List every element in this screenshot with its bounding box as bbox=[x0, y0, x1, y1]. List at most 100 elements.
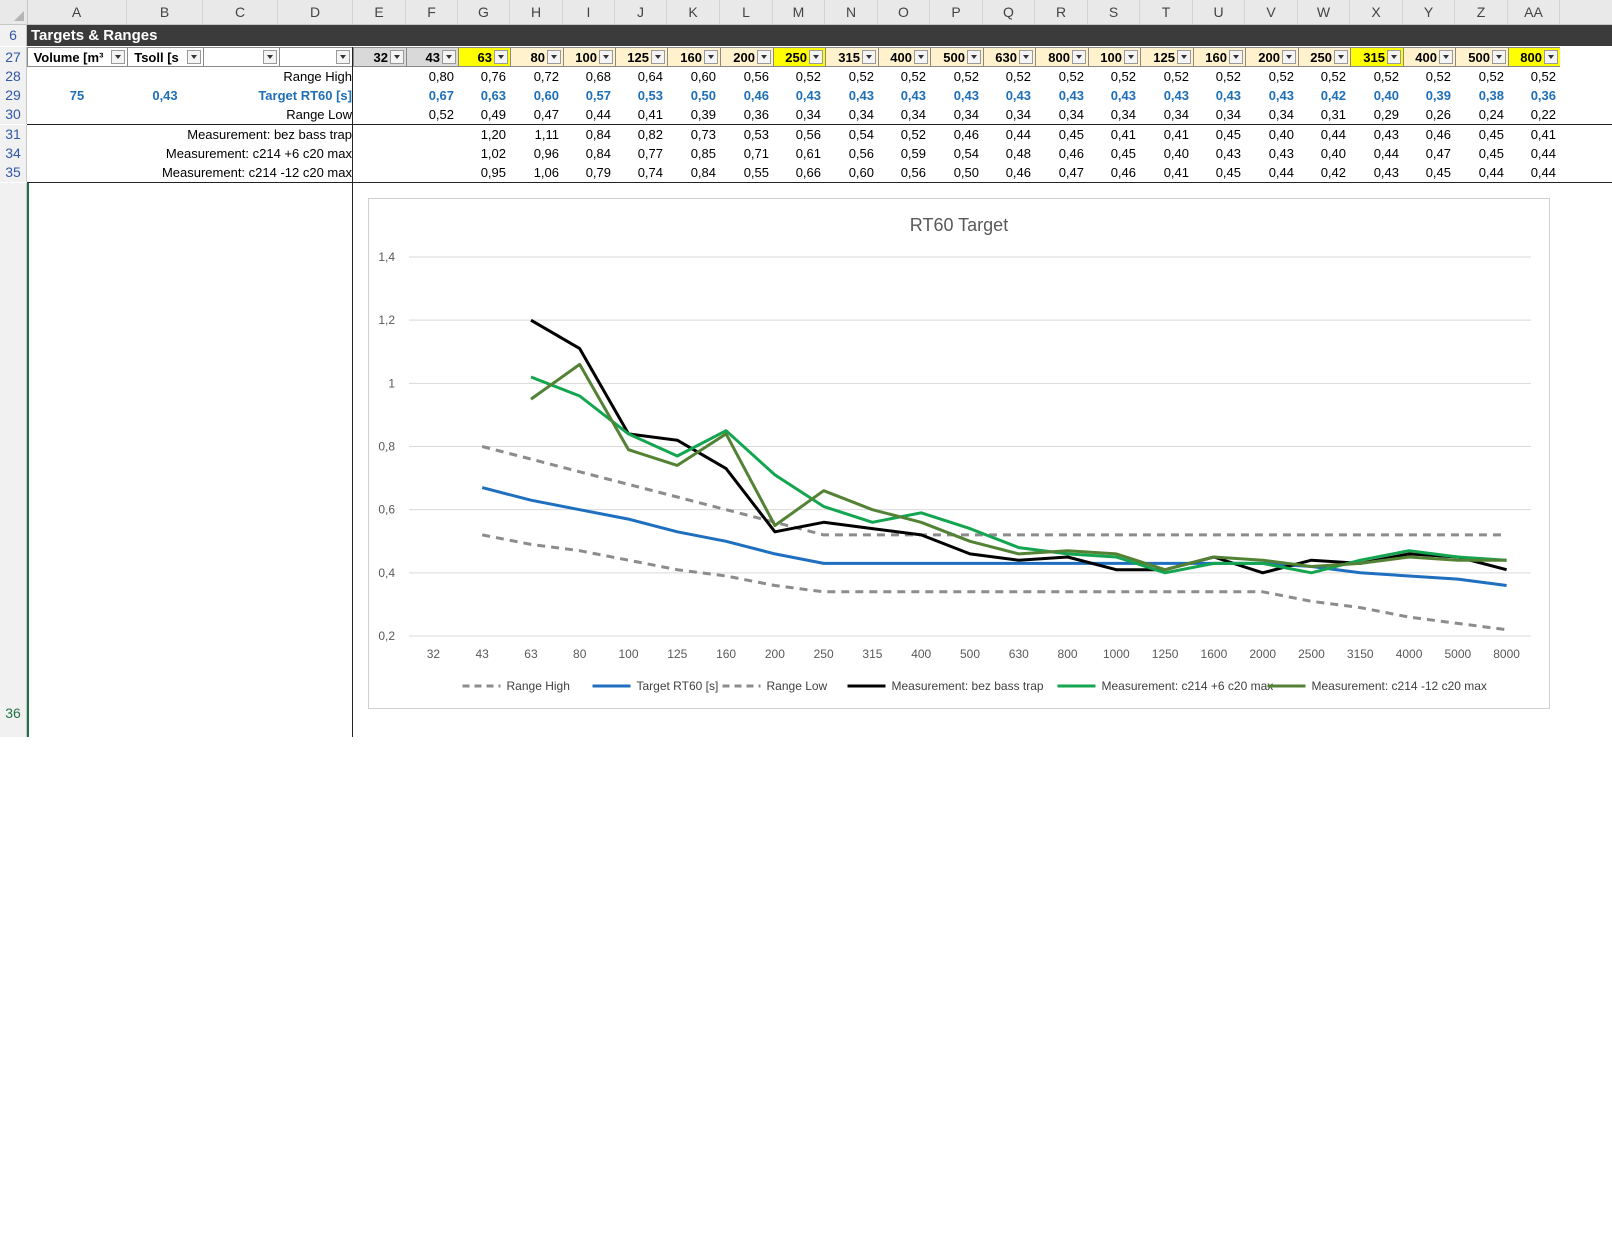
column-header-aa[interactable]: AA bbox=[1508, 0, 1560, 24]
header-freq-20[interactable]: 400 bbox=[1403, 47, 1455, 67]
column-header-o[interactable]: O bbox=[878, 0, 930, 24]
cell-range_low-11[interactable]: 0,34 bbox=[930, 105, 979, 124]
cell-range_high-7[interactable]: 0,56 bbox=[720, 67, 769, 86]
filter-dropdown-icon[interactable] bbox=[1387, 50, 1401, 64]
column-header-q[interactable]: Q bbox=[983, 0, 1035, 24]
column-header-v[interactable]: V bbox=[1245, 0, 1298, 24]
header-freq-5[interactable]: 125 bbox=[615, 47, 667, 67]
cell-m1-14[interactable]: 0,41 bbox=[1088, 125, 1136, 144]
cell-target-4[interactable]: 0,57 bbox=[563, 86, 611, 105]
cell-range_high-12[interactable]: 0,52 bbox=[983, 67, 1031, 86]
cell-m3-2[interactable]: 0,95 bbox=[458, 163, 506, 182]
cell-m3-19[interactable]: 0,43 bbox=[1350, 163, 1399, 182]
header-freq-0[interactable]: 32 bbox=[353, 47, 406, 67]
cell-target-18[interactable]: 0,42 bbox=[1298, 86, 1346, 105]
cell-range_high-5[interactable]: 0,64 bbox=[615, 67, 663, 86]
cell-m2-15[interactable]: 0,40 bbox=[1140, 144, 1189, 163]
cell-range_low-8[interactable]: 0,34 bbox=[773, 105, 821, 124]
filter-dropdown-icon[interactable] bbox=[809, 50, 823, 64]
column-header-x[interactable]: X bbox=[1350, 0, 1403, 24]
cell-m2-0[interactable] bbox=[353, 144, 402, 163]
filter-dropdown-icon[interactable] bbox=[757, 50, 771, 64]
cell-range_high-0[interactable] bbox=[353, 67, 402, 86]
cell-range_low-6[interactable]: 0,39 bbox=[667, 105, 716, 124]
cell-m2-13[interactable]: 0,46 bbox=[1035, 144, 1084, 163]
cell-target-6[interactable]: 0,50 bbox=[667, 86, 716, 105]
cell-target-20[interactable]: 0,39 bbox=[1403, 86, 1451, 105]
header-freq-21[interactable]: 500 bbox=[1455, 47, 1508, 67]
cell-m1-8[interactable]: 0,56 bbox=[773, 125, 821, 144]
header-freq-14[interactable]: 100 bbox=[1088, 47, 1140, 67]
filter-dropdown-icon[interactable] bbox=[651, 50, 665, 64]
cell-m2-4[interactable]: 0,84 bbox=[563, 144, 611, 163]
cell-m3-22[interactable]: 0,44 bbox=[1508, 163, 1556, 182]
cell-m1-3[interactable]: 1,11 bbox=[510, 125, 559, 144]
cell-m3-0[interactable] bbox=[353, 163, 402, 182]
column-header-w[interactable]: W bbox=[1298, 0, 1350, 24]
filter-dropdown-icon[interactable] bbox=[862, 50, 876, 64]
filter-dropdown-icon[interactable] bbox=[263, 50, 277, 64]
filter-dropdown-icon[interactable] bbox=[704, 50, 718, 64]
cell-range_low-2[interactable]: 0,49 bbox=[458, 105, 506, 124]
cell-range_high-2[interactable]: 0,76 bbox=[458, 67, 506, 86]
header-tsoll[interactable]: Tsoll [s bbox=[127, 47, 203, 67]
cell-m1-9[interactable]: 0,54 bbox=[825, 125, 874, 144]
cell-m1-22[interactable]: 0,41 bbox=[1508, 125, 1556, 144]
cell-range_high-16[interactable]: 0,52 bbox=[1193, 67, 1241, 86]
header-freq-6[interactable]: 160 bbox=[667, 47, 720, 67]
cell-range_high-19[interactable]: 0,52 bbox=[1350, 67, 1399, 86]
cell-m3-1[interactable] bbox=[406, 163, 454, 182]
column-header-b[interactable]: B bbox=[127, 0, 203, 24]
cell-m1-10[interactable]: 0,52 bbox=[878, 125, 926, 144]
row-header-36[interactable]: 36 bbox=[0, 183, 27, 737]
cell-m3-17[interactable]: 0,44 bbox=[1245, 163, 1294, 182]
filter-dropdown-icon[interactable] bbox=[111, 50, 125, 64]
cell-m1-6[interactable]: 0,73 bbox=[667, 125, 716, 144]
cell-m3-15[interactable]: 0,41 bbox=[1140, 163, 1189, 182]
cell-m1-17[interactable]: 0,40 bbox=[1245, 125, 1294, 144]
header-freq-1[interactable]: 43 bbox=[406, 47, 458, 67]
filter-dropdown-icon[interactable] bbox=[1019, 50, 1033, 64]
cell-m1-21[interactable]: 0,45 bbox=[1455, 125, 1504, 144]
cell-m2-1[interactable] bbox=[406, 144, 454, 163]
cell-m1-2[interactable]: 1,20 bbox=[458, 125, 506, 144]
cell-m2-11[interactable]: 0,54 bbox=[930, 144, 979, 163]
header-freq-7[interactable]: 200 bbox=[720, 47, 773, 67]
cell-target-7[interactable]: 0,46 bbox=[720, 86, 769, 105]
row-header-29[interactable]: 29 bbox=[0, 86, 27, 105]
header-freq-13[interactable]: 800 bbox=[1035, 47, 1088, 67]
column-header-r[interactable]: R bbox=[1035, 0, 1088, 24]
filter-dropdown-icon[interactable] bbox=[1334, 50, 1348, 64]
filter-dropdown-icon[interactable] bbox=[1124, 50, 1138, 64]
cell-m2-9[interactable]: 0,56 bbox=[825, 144, 874, 163]
cell-range_high-6[interactable]: 0,60 bbox=[667, 67, 716, 86]
header-freq-4[interactable]: 100 bbox=[563, 47, 615, 67]
cell-range_high-14[interactable]: 0,52 bbox=[1088, 67, 1136, 86]
row-header-34[interactable]: 34 bbox=[0, 144, 27, 163]
cell-target-9[interactable]: 0,43 bbox=[825, 86, 874, 105]
cell-range_low-10[interactable]: 0,34 bbox=[878, 105, 926, 124]
cell-range_low-1[interactable]: 0,52 bbox=[406, 105, 454, 124]
column-header-y[interactable]: Y bbox=[1403, 0, 1455, 24]
column-header-z[interactable]: Z bbox=[1455, 0, 1508, 24]
cell-m2-8[interactable]: 0,61 bbox=[773, 144, 821, 163]
cell-target-13[interactable]: 0,43 bbox=[1035, 86, 1084, 105]
cell-m3-8[interactable]: 0,66 bbox=[773, 163, 821, 182]
cell-range_low-3[interactable]: 0,47 bbox=[510, 105, 559, 124]
filter-dropdown-icon[interactable] bbox=[1544, 50, 1558, 64]
cell-m1-20[interactable]: 0,46 bbox=[1403, 125, 1451, 144]
cell-m2-19[interactable]: 0,44 bbox=[1350, 144, 1399, 163]
cell-m1-16[interactable]: 0,45 bbox=[1193, 125, 1241, 144]
filter-dropdown-icon[interactable] bbox=[967, 50, 981, 64]
cell-m2-12[interactable]: 0,48 bbox=[983, 144, 1031, 163]
cell-range_high-10[interactable]: 0,52 bbox=[878, 67, 926, 86]
cell-m2-22[interactable]: 0,44 bbox=[1508, 144, 1556, 163]
cell-m3-20[interactable]: 0,45 bbox=[1403, 163, 1451, 182]
cell-target-1[interactable]: 0,67 bbox=[406, 86, 454, 105]
column-header-h[interactable]: H bbox=[510, 0, 563, 24]
cell-m2-5[interactable]: 0,77 bbox=[615, 144, 663, 163]
cell-m2-14[interactable]: 0,45 bbox=[1088, 144, 1136, 163]
cell-range_high-8[interactable]: 0,52 bbox=[773, 67, 821, 86]
cell-m3-14[interactable]: 0,46 bbox=[1088, 163, 1136, 182]
cell-range_high-3[interactable]: 0,72 bbox=[510, 67, 559, 86]
